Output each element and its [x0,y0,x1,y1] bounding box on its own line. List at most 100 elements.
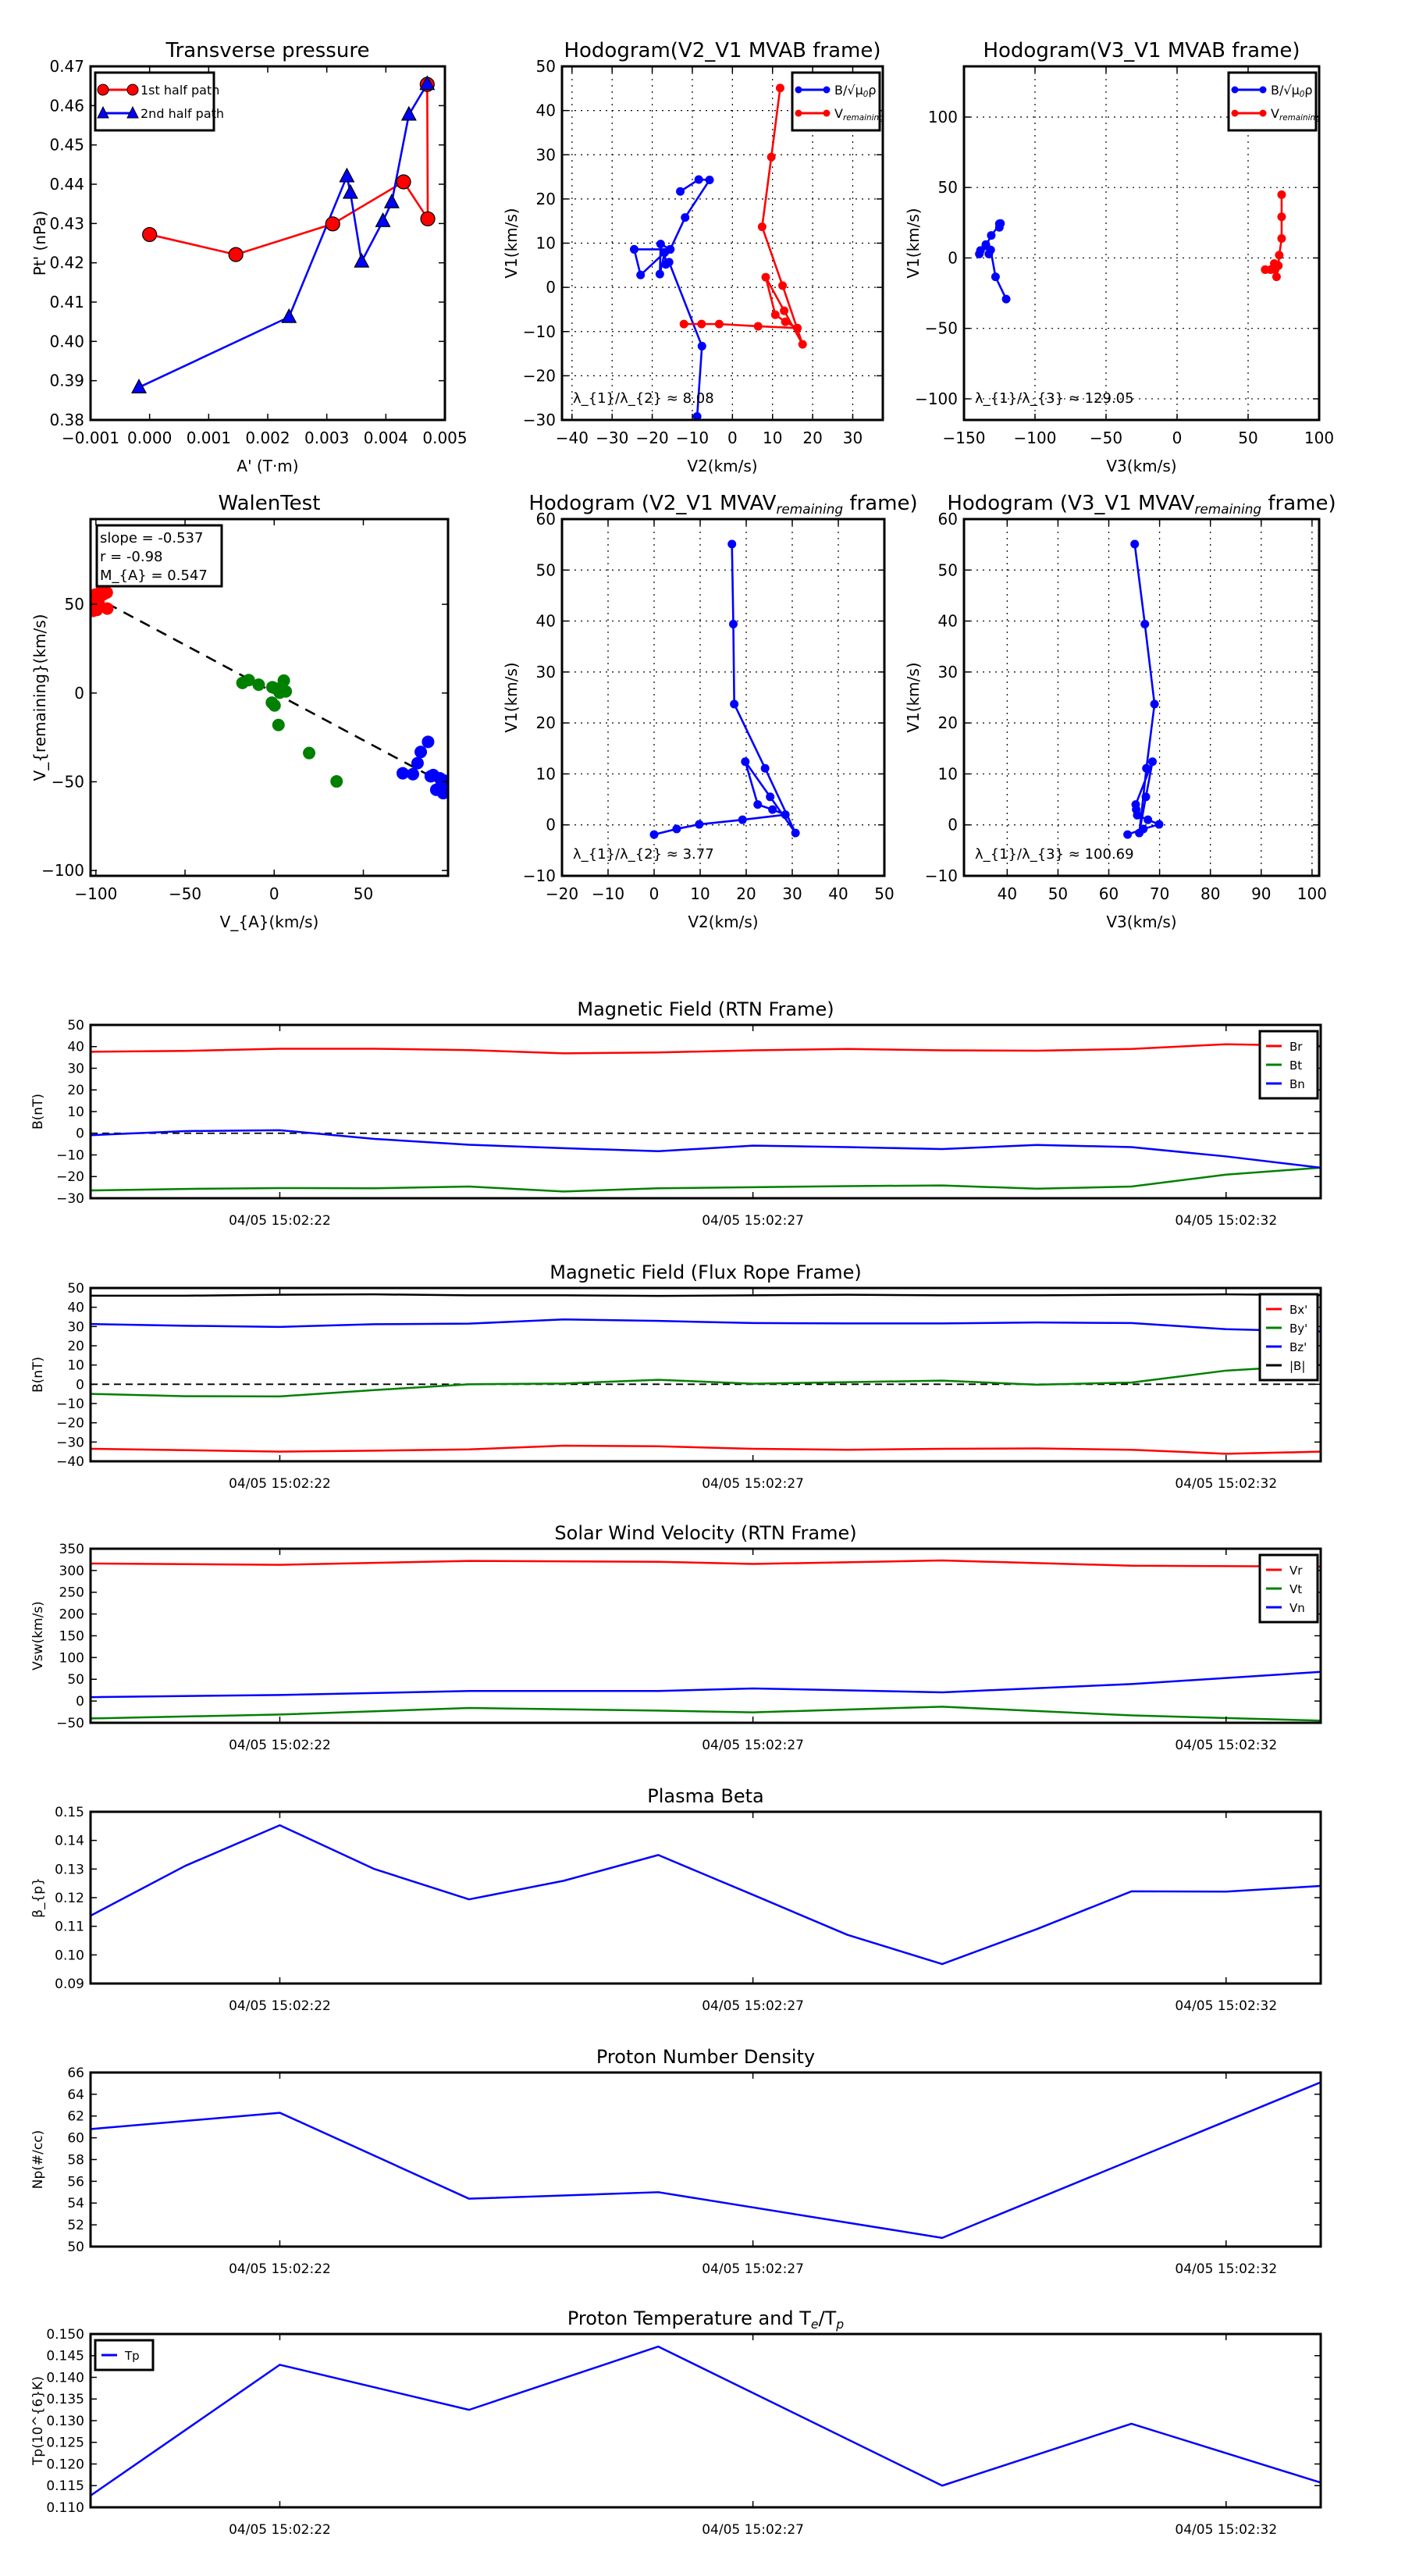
legend: B/√μ0ρ Vremaining [1227,71,1321,132]
data-point [396,174,411,190]
plot-area [91,583,448,800]
legend: Bx' By' Bz' |B| [1258,1293,1319,1382]
y-tick-label: 0.41 [49,293,84,311]
x-tick-label: 100 [1297,884,1327,903]
data-point [339,167,355,183]
data-point [697,319,706,329]
axes-frame [560,518,886,877]
magnetic-field-rtn-series-bn-line [91,1129,1321,1169]
y-tick-label: 100 [59,1650,84,1666]
data-point [761,272,770,282]
magnetic-field-flux-rope-series-b-line [91,1293,1321,1297]
x-tick-label: −30 [596,429,628,447]
data-point [414,745,428,759]
legend: Vr Vt Vn [1258,1553,1319,1624]
y-axis-label: V1(km/s) [502,208,521,278]
data-point [1277,234,1286,244]
data-point [303,746,316,760]
legend-label: Vr [1289,1564,1303,1578]
plot-area [649,539,800,839]
data-point [727,539,737,549]
legend-marker [795,109,802,117]
y-tick-label: 10 [536,764,556,783]
y-tick-label: 0.45 [49,136,84,155]
data-point [692,411,702,420]
x-tick-label: 50 [354,884,373,903]
data-point [781,810,790,820]
y-tick-label: −50 [56,1716,84,1731]
y-tick-label: 30 [536,145,556,164]
data-point [1277,190,1286,199]
data-point [268,699,281,712]
fit-stat-text: r = -0.98 [100,549,163,565]
plot-area [91,1823,1321,1966]
x-tick-label: 04/05 15:02:32 [1175,1476,1277,1492]
data-point [760,763,770,773]
x-tick-label: 0.004 [364,429,408,447]
legend-marker [1259,86,1267,94]
y-tick-label: 50 [938,560,958,579]
x-tick-label: 50 [874,884,894,903]
data-point [738,815,747,824]
y-tick-label: 0.13 [55,1862,84,1877]
data-point [1123,830,1133,839]
proton-number-density-series-np-line [91,2081,1321,2240]
y-tick-label: 10 [938,764,958,783]
data-point [1140,619,1150,628]
data-point [354,252,370,268]
x-tick-label: 50 [1048,884,1068,903]
data-point [400,105,417,121]
data-point [730,699,739,709]
x-tick-label: 04/05 15:02:32 [1175,1998,1277,2014]
data-point [273,686,286,699]
x-tick-label: 04/05 15:02:27 [702,1998,804,2014]
y-tick-label: 0 [76,1377,84,1393]
y-tick-label: −10 [56,1397,84,1412]
data-point [705,176,714,185]
x-tick-label: −10 [676,429,709,447]
data-point [1150,699,1159,709]
data-point [753,322,763,331]
y-tick-label: 0.38 [49,411,84,429]
x-tick-label: 04/05 15:02:27 [702,2522,804,2538]
chart-title: Magnetic Field (Flux Rope Frame) [550,1261,861,1283]
data-point [775,84,784,93]
x-axis-label: V2(km/s) [687,457,757,475]
y-tick-label: 40 [67,1300,84,1316]
plasma-beta-series-beta-line [91,1823,1321,1966]
y-axis-label: B(nT) [30,1094,46,1130]
data-point [325,216,340,232]
x-tick-label: 0.003 [304,429,349,447]
magnetic-field-rtn-chart: 04/05 15:02:22 04/05 15:02:27 04/05 15:02:… [30,998,1322,1229]
y-tick-label: 0.44 [49,175,84,194]
data-point [396,767,409,780]
y-tick-label: 20 [938,713,958,732]
y-tick-label: 0 [76,1694,84,1710]
x-tick-label: 04/05 15:02:27 [702,1476,804,1492]
x-tick-label: 0.002 [245,429,290,447]
y-tick-label: 150 [59,1628,84,1644]
y-tick-label: −100 [915,390,958,408]
data-point [695,820,704,829]
plot-area [91,1043,1321,1193]
y-tick-label: −30 [56,1435,84,1450]
data-point [636,270,646,279]
x-tick-label: −10 [592,884,624,903]
data-point [383,193,400,208]
chart-title: Plasma Beta [647,1785,763,1807]
data-point [656,240,665,249]
fit-stat-text: M_{A} = 0.547 [100,568,208,584]
data-point [768,805,777,814]
legend-label: By' [1289,1322,1307,1336]
data-point [770,310,780,319]
y-tick-label: 50 [938,178,958,197]
data-point [1277,212,1286,222]
data-point [406,767,419,781]
y-axis-label: β_{p} [30,1877,46,1918]
data-point [411,756,424,770]
data-point [1147,757,1157,767]
y-tick-label: 40 [536,612,556,631]
fit-stat-text: slope = -0.537 [100,530,203,546]
y-tick-label: 0.120 [46,2457,84,2472]
x-tick-label: 0 [1172,429,1183,447]
